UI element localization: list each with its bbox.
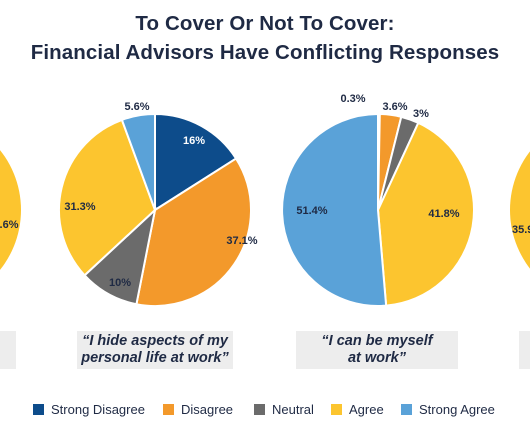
data-label-agree: .6% <box>0 219 19 231</box>
data-label-strong-disagree: 16% <box>183 135 205 147</box>
legend-item-strong-disagree: Strong Disagree <box>33 402 145 417</box>
data-label-strong-disagree: 0.3% <box>340 93 365 105</box>
chart-title-line-1: To Cover Or Not To Cover: <box>135 12 395 35</box>
legend-swatch <box>163 404 174 415</box>
legend-label: Strong Agree <box>419 402 495 417</box>
data-label-neutral: 10% <box>109 277 131 289</box>
slice-agree <box>58 118 157 277</box>
data-label-strong-agree: 51.4% <box>296 205 327 217</box>
slice-agree <box>510 151 530 269</box>
data-label-disagree: 3.6% <box>382 101 407 113</box>
legend-item-agree: Agree <box>331 402 384 417</box>
data-label-disagree: 37.1% <box>226 235 257 247</box>
chart-title-line-2: Financial Advisors Have Conflicting Resp… <box>30 41 500 64</box>
legend-swatch <box>33 404 44 415</box>
data-label-neutral: 3% <box>413 108 429 120</box>
legend-label: Agree <box>349 402 384 417</box>
slice-strong-agree <box>281 112 388 307</box>
legend-label: Strong Disagree <box>51 402 145 417</box>
legend-item-strong-agree: Strong Agree <box>401 402 495 417</box>
legend-swatch <box>331 404 342 415</box>
data-label-strong-agree: 5.6% <box>124 101 149 113</box>
legend-swatch <box>254 404 265 415</box>
slice-strong-agree <box>120 112 156 211</box>
caption-be-myself-line-2: at work” <box>347 350 406 366</box>
legend: Strong Disagree Disagree Neutral Agree S… <box>0 402 530 420</box>
legend-item-disagree: Disagree <box>163 402 233 417</box>
legend-item-neutral: Neutral <box>254 402 314 417</box>
data-label-agree: 41.8% <box>428 208 459 220</box>
caption-be-myself: “I can be myself at work” <box>296 331 458 369</box>
caption-hide-aspects-line-1: “I hide aspects of my <box>82 333 228 349</box>
slice-disagree <box>135 157 252 307</box>
caption-right-edge <box>519 331 530 369</box>
caption-left-edge <box>0 331 16 369</box>
caption-hide-aspects-line-2: personal life at work” <box>81 350 229 366</box>
slice-agree <box>376 121 475 307</box>
legend-label: Disagree <box>181 402 234 417</box>
slice-strong-disagree <box>154 112 238 212</box>
legend-swatch <box>401 404 412 415</box>
slice-agree <box>0 150 21 270</box>
legend-label: Neutral <box>272 402 314 417</box>
caption-hide-aspects: “I hide aspects of my personal life at w… <box>77 331 233 369</box>
data-label-agree: 31.3% <box>64 201 95 213</box>
data-label-agree: 35.9 <box>512 224 530 236</box>
caption-be-myself-line-1: “I can be myself <box>321 333 433 349</box>
